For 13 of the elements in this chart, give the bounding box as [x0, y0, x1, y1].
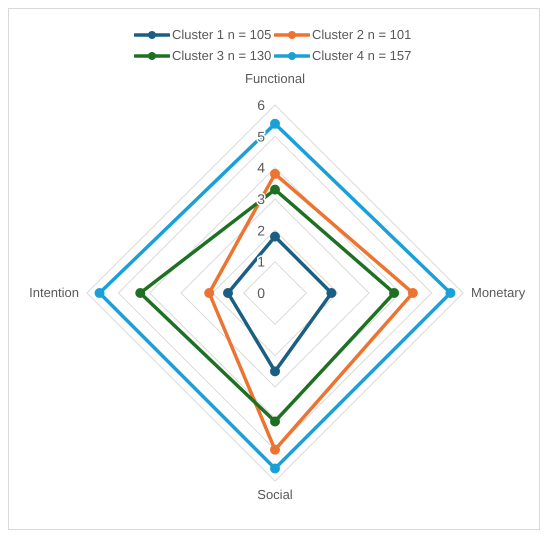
- legend-label: Cluster 4 n = 157: [312, 48, 412, 63]
- y-tick-label: 6: [257, 97, 266, 113]
- spoke-label: Functional: [245, 71, 306, 86]
- spoke-label: Social: [257, 487, 293, 502]
- spoke-label: Monetary: [471, 285, 526, 300]
- legend-label: Cluster 1 n = 105: [172, 27, 272, 42]
- y-tick-label: 0: [257, 285, 266, 301]
- spoke-label: Intention: [29, 285, 79, 300]
- y-tick-label: 1: [257, 254, 266, 270]
- y-tick-label: 4: [257, 160, 266, 176]
- y-tick-label: 2: [257, 222, 266, 238]
- legend-label: Cluster 2 n = 101: [312, 27, 412, 42]
- legend-label: Cluster 3 n = 130: [172, 48, 272, 63]
